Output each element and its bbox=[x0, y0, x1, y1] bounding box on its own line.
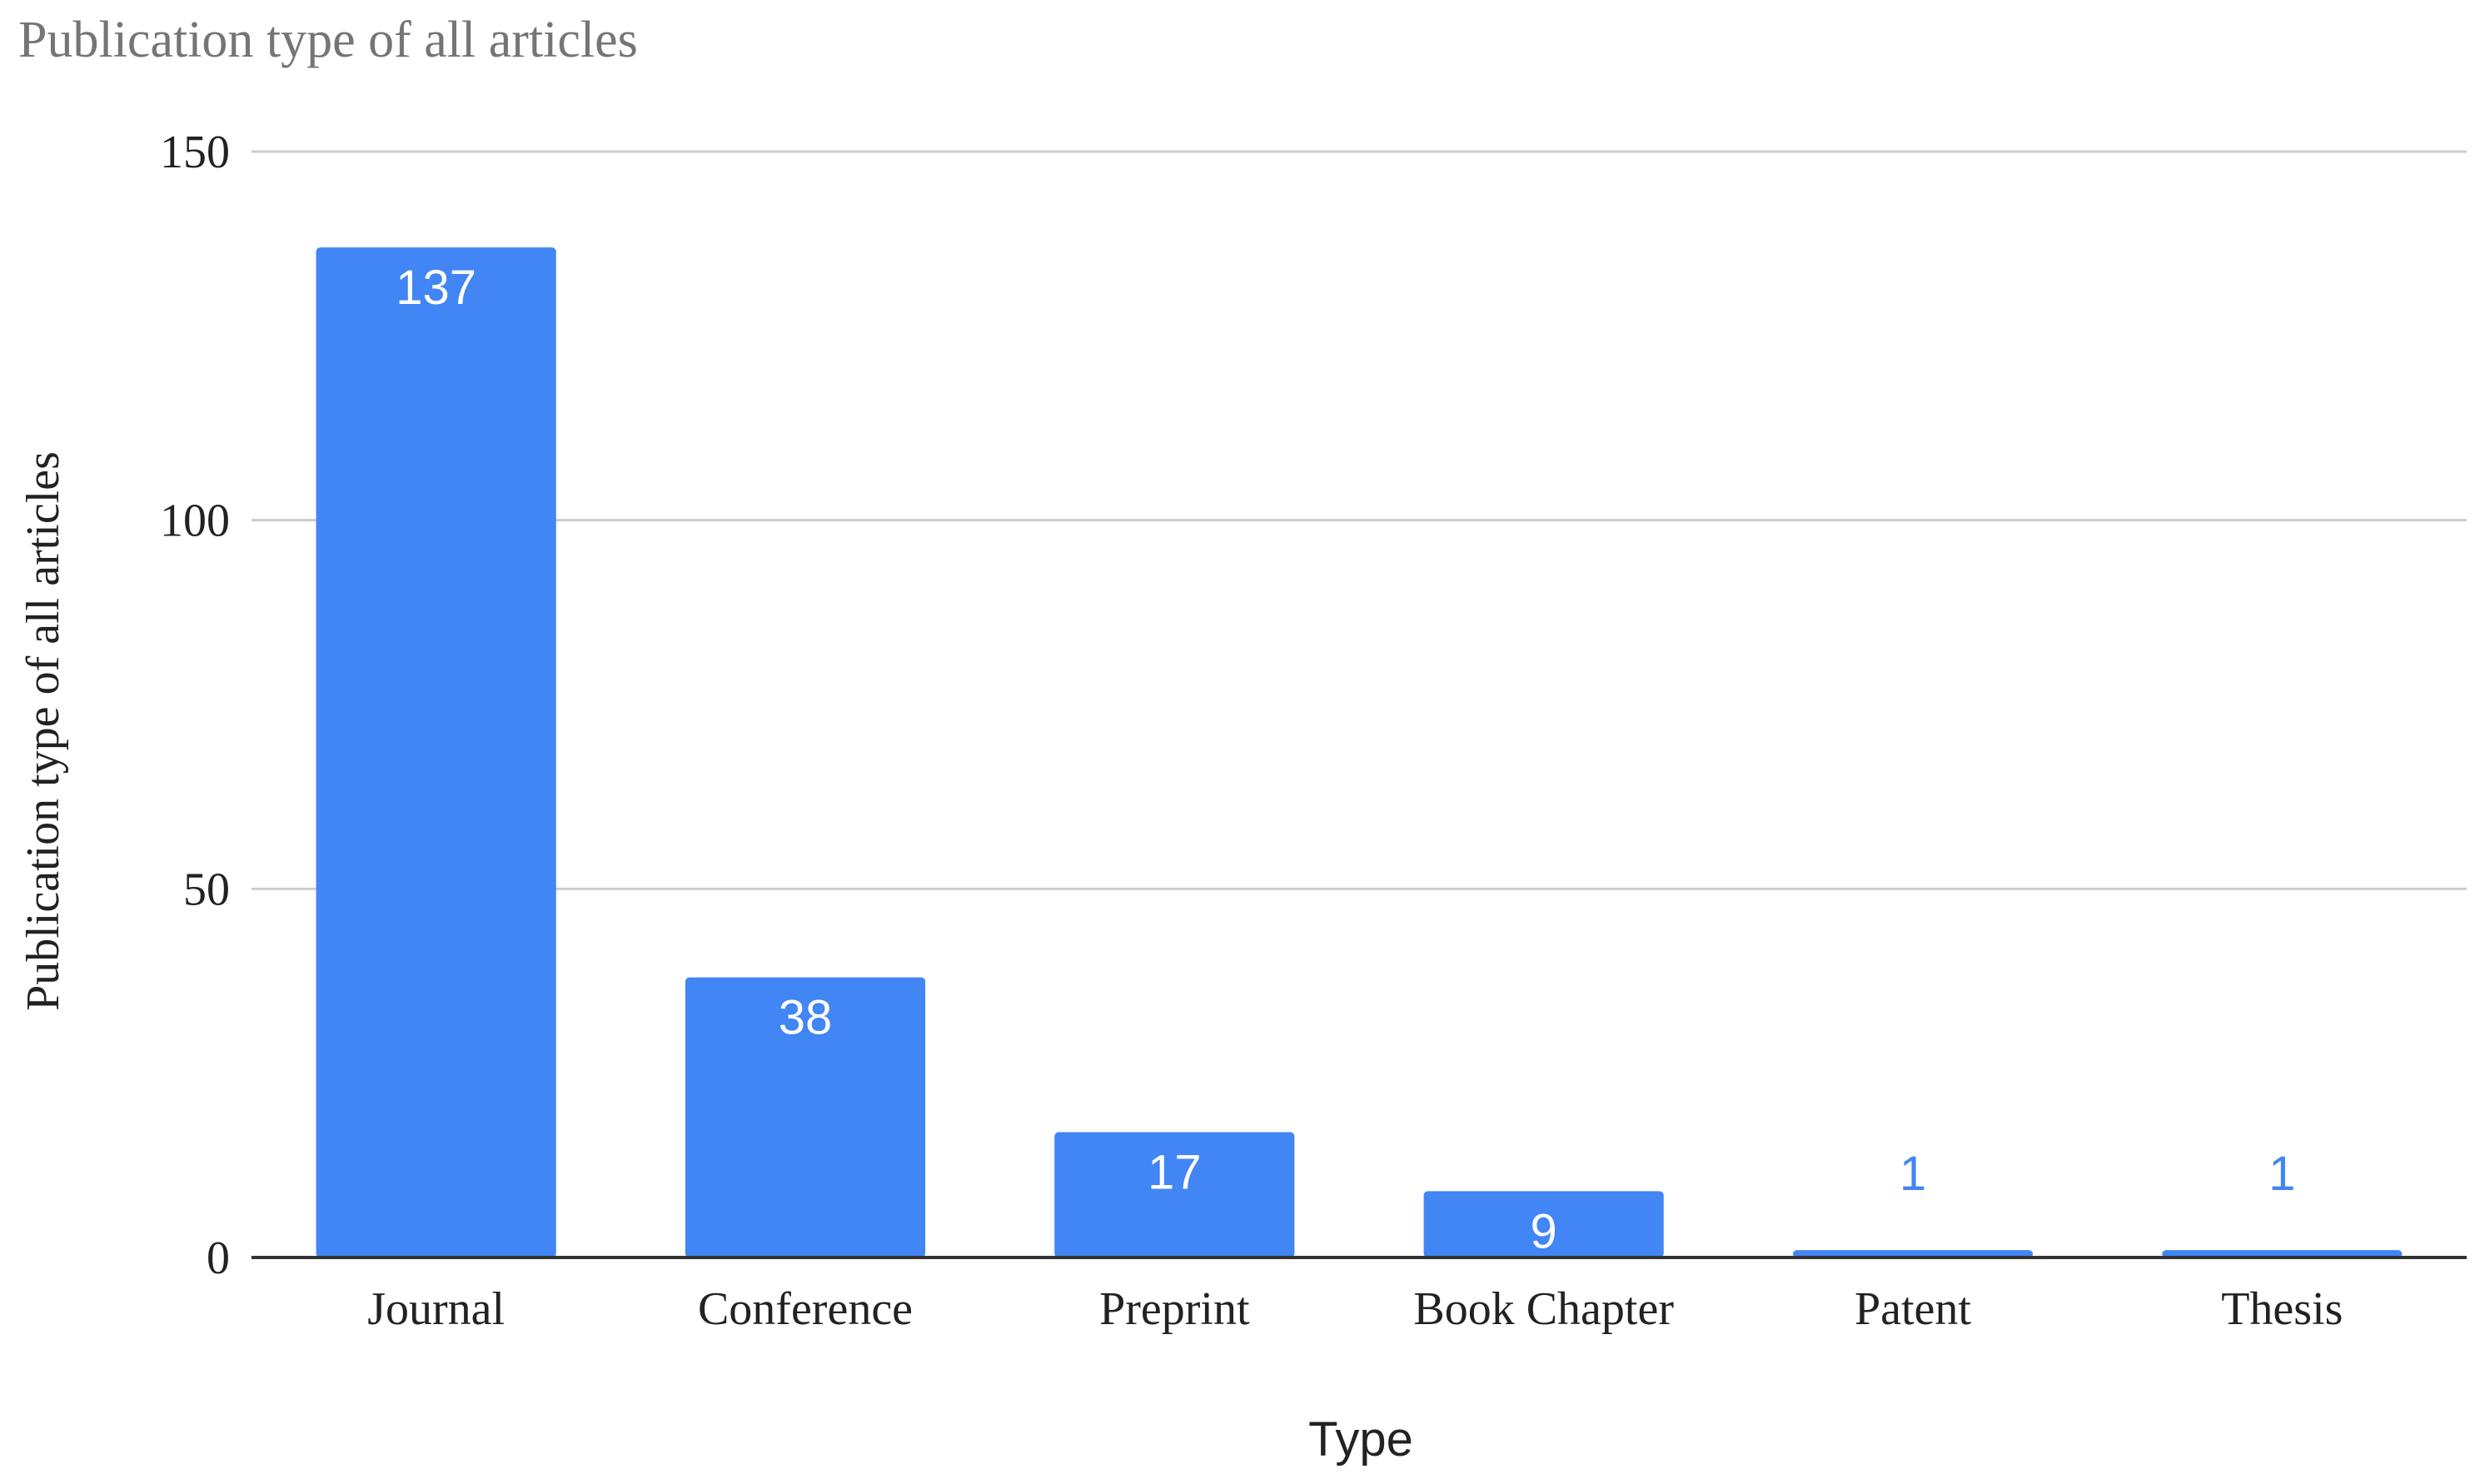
x-tick-label: Thesis bbox=[2221, 1283, 2343, 1335]
bar-data-label: 1 bbox=[1900, 1147, 1926, 1201]
y-axis-label: Publication type of all articles bbox=[17, 451, 69, 1011]
x-tick-label: Book Chapter bbox=[1413, 1283, 1674, 1335]
bar-journal bbox=[316, 247, 556, 1258]
bar-data-label: 38 bbox=[779, 991, 833, 1045]
gridlines bbox=[251, 150, 2467, 890]
y-tick-label: 100 bbox=[160, 495, 230, 547]
bar-preprint bbox=[1054, 1132, 1295, 1257]
bar-data-label: 17 bbox=[1148, 1145, 1202, 1199]
bar-conference bbox=[685, 977, 926, 1257]
bar-book-chapter bbox=[1423, 1191, 1664, 1257]
bar-data-label: 137 bbox=[396, 261, 476, 315]
bar-data-label: 1 bbox=[2268, 1147, 2295, 1201]
y-tick-label: 150 bbox=[160, 127, 230, 178]
y-tick-label: 0 bbox=[207, 1233, 230, 1284]
x-tick-label: Patent bbox=[1855, 1283, 1971, 1335]
bar-data-label: 9 bbox=[1531, 1204, 1557, 1258]
x-axis-ticks: Journal Conference Preprint Book Chapter Pat… bbox=[367, 1283, 2343, 1335]
x-tick-label: Conference bbox=[698, 1283, 913, 1335]
bar-thesis bbox=[2162, 1250, 2403, 1257]
y-tick-label: 50 bbox=[183, 864, 230, 915]
x-tick-label: Preprint bbox=[1099, 1283, 1250, 1335]
y-axis-ticks: 0 50 100 150 bbox=[160, 127, 230, 1284]
x-tick-label: Journal bbox=[367, 1283, 505, 1335]
bar-patent bbox=[1792, 1250, 2034, 1257]
bars bbox=[316, 247, 2403, 1258]
x-axis-label: Type bbox=[1308, 1412, 1413, 1467]
bar-data-labels: 137 38 17 9 1 1 bbox=[396, 261, 2295, 1258]
chart-title: Publication type of all articles bbox=[18, 12, 638, 68]
